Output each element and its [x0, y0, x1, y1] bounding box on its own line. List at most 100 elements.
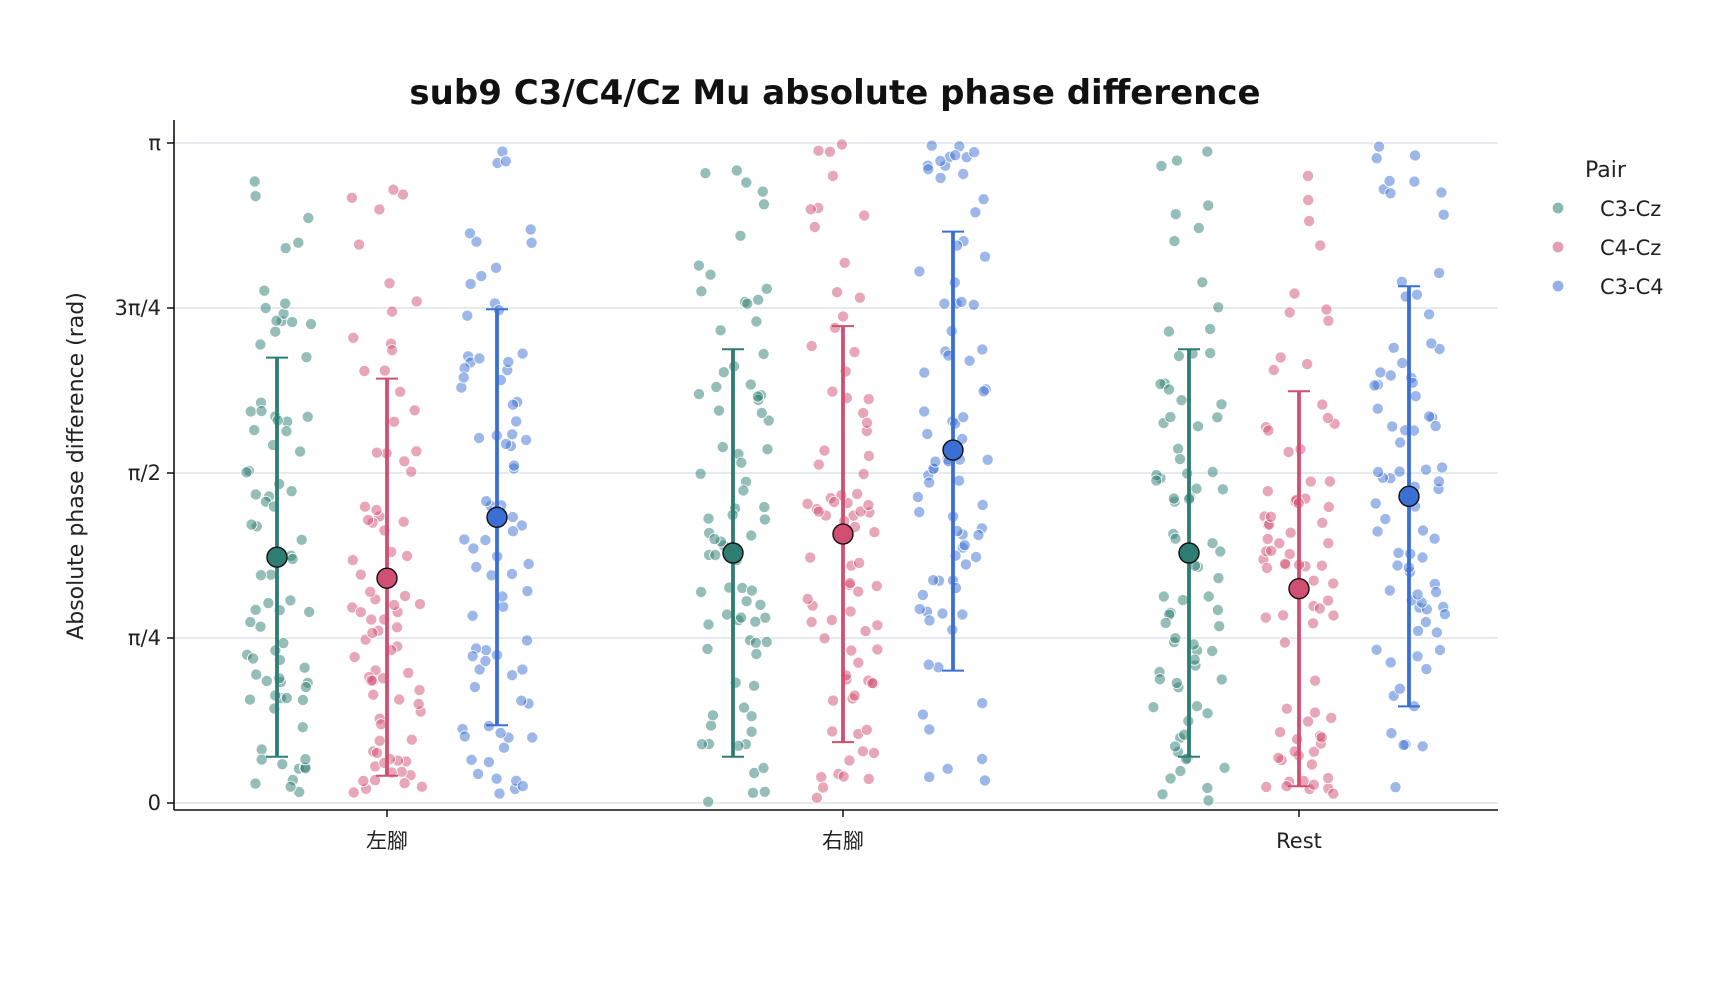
- data-point: [925, 139, 938, 152]
- data-point: [757, 347, 770, 360]
- data-point: [286, 552, 299, 565]
- data-point: [515, 694, 528, 707]
- data-point: [1175, 394, 1188, 407]
- data-point: [831, 286, 844, 299]
- data-point: [1267, 363, 1280, 376]
- data-point: [817, 781, 830, 794]
- data-point: [860, 723, 873, 736]
- data-point: [1373, 140, 1386, 153]
- data-point: [801, 497, 814, 510]
- data-point: [760, 282, 773, 295]
- data-point: [521, 634, 534, 647]
- data-point: [293, 786, 306, 799]
- data-point: [704, 268, 717, 281]
- data-point: [1174, 453, 1187, 466]
- data-point: [1433, 266, 1446, 279]
- data-point: [370, 446, 383, 459]
- data-point: [1433, 475, 1446, 488]
- data-point: [473, 431, 486, 444]
- data-point: [506, 669, 519, 682]
- data-point: [1154, 378, 1167, 391]
- data-point: [1425, 337, 1438, 350]
- data-point: [1164, 411, 1177, 424]
- data-point: [827, 694, 840, 707]
- data-point: [1321, 411, 1334, 424]
- data-point: [1411, 588, 1424, 601]
- data-point: [1370, 152, 1383, 165]
- data-point: [1218, 761, 1231, 774]
- data-point: [823, 145, 836, 158]
- data-point: [936, 607, 949, 620]
- data-point: [826, 169, 839, 182]
- data-point: [347, 331, 360, 344]
- data-point: [751, 390, 764, 403]
- data-point: [1428, 532, 1441, 545]
- data-point: [1277, 609, 1290, 622]
- data-point: [240, 466, 253, 479]
- data-point: [1385, 727, 1398, 740]
- data-point: [466, 650, 479, 663]
- data-point: [978, 774, 991, 787]
- data-point: [364, 585, 377, 598]
- data-point: [758, 513, 771, 526]
- data-point: [1436, 461, 1449, 474]
- data-point: [482, 756, 495, 769]
- chart-title: sub9 C3/C4/Cz Mu absolute phase differen…: [409, 73, 1260, 113]
- data-point: [837, 770, 850, 783]
- data-point: [1314, 239, 1327, 252]
- data-point: [1383, 584, 1396, 597]
- data-point: [391, 621, 404, 634]
- data-point: [1172, 349, 1185, 362]
- x-tick-label: 左腳: [366, 829, 408, 853]
- data-point: [294, 445, 307, 458]
- data-point: [526, 731, 539, 744]
- data-point: [1192, 420, 1205, 433]
- data-point: [370, 503, 383, 516]
- data-point: [812, 458, 825, 471]
- data-point: [348, 651, 361, 664]
- data-point: [525, 236, 538, 249]
- data-point: [701, 642, 714, 655]
- data-point: [284, 594, 297, 607]
- x-tick-label: 右腳: [822, 829, 864, 853]
- data-point: [1322, 772, 1335, 785]
- data-point: [977, 385, 990, 398]
- mean-marker: [722, 542, 744, 564]
- error-bars: [266, 230, 1420, 788]
- data-point: [738, 701, 751, 714]
- data-point: [735, 611, 748, 624]
- legend-label: C3-C4: [1600, 275, 1664, 299]
- data-point: [520, 433, 533, 446]
- data-point: [1420, 663, 1433, 676]
- data-point: [1190, 482, 1203, 495]
- data-point: [255, 743, 268, 756]
- data-point: [921, 427, 934, 440]
- legend: Pair C3-Cz C4-Cz C3-C4: [1551, 158, 1664, 299]
- data-point: [852, 656, 865, 669]
- data-point: [1411, 650, 1424, 663]
- data-point: [480, 495, 493, 508]
- legend-label: C3-Cz: [1600, 197, 1661, 221]
- data-point: [1274, 351, 1287, 364]
- data-point: [515, 519, 528, 532]
- data-point: [854, 505, 867, 518]
- data-point: [1304, 475, 1317, 488]
- data-point: [969, 206, 982, 219]
- data-point: [369, 774, 382, 787]
- data-point: [848, 689, 861, 702]
- legend-marker: [1551, 201, 1565, 215]
- data-point: [499, 437, 512, 450]
- data-point: [745, 529, 758, 542]
- data-point: [1159, 616, 1172, 629]
- data-point: [1302, 169, 1315, 182]
- data-point: [862, 449, 875, 462]
- data-point: [856, 745, 869, 758]
- data-point: [977, 193, 990, 206]
- data-point: [845, 644, 858, 657]
- data-point: [1201, 145, 1214, 158]
- data-point: [826, 385, 839, 398]
- data-point: [1259, 611, 1272, 624]
- data-point: [695, 738, 708, 751]
- data-point: [1434, 644, 1447, 657]
